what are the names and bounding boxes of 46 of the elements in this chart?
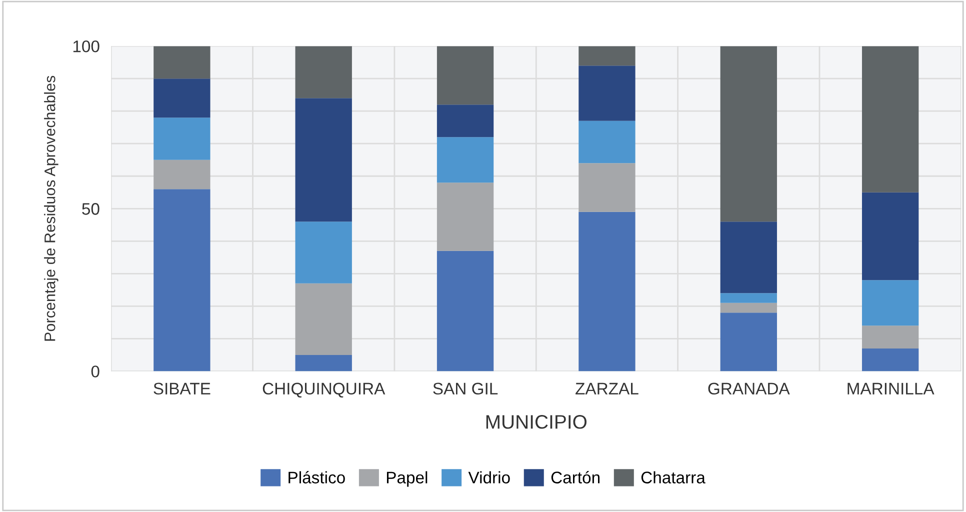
y-axis-title: Porcentaje de Residuos Aprovechables: [44, 76, 58, 341]
bar: [295, 98, 352, 222]
bar: [720, 46, 777, 222]
bar: [578, 212, 636, 372]
bar: [436, 137, 494, 183]
x-tick-label: CHIQUINQUIRA: [262, 382, 386, 398]
bar: [720, 222, 777, 294]
bar: [720, 312, 777, 372]
bar: [578, 120, 636, 164]
x-tick-label: ZARZAL: [576, 382, 638, 394]
y-tick-label: 100: [73, 40, 100, 52]
bar: [154, 160, 210, 190]
y-tick-label: 50: [82, 203, 100, 215]
legend-label: Papel: [386, 471, 428, 487]
bar: [862, 46, 919, 192]
bar: [720, 302, 777, 313]
bar: [295, 222, 352, 284]
x-axis-title: MUNICIPIO: [486, 415, 587, 429]
x-tick-label: SAN GIL: [433, 382, 498, 395]
bar: [578, 66, 636, 121]
bar: [154, 46, 210, 79]
bar: [295, 283, 352, 355]
bar: [436, 104, 494, 138]
bar: [295, 46, 352, 98]
x-tick-label: MARINILLA: [848, 382, 934, 394]
bar: [862, 280, 919, 326]
x-tick-label: SIBATE: [154, 382, 210, 395]
bar: [154, 78, 210, 118]
bar: [578, 46, 636, 66]
legend-label: Chatarra: [641, 471, 706, 484]
legend-label: Cartón: [551, 471, 600, 484]
legend-label: Plástico: [288, 471, 345, 484]
bar: [862, 326, 919, 348]
bar: [436, 46, 494, 105]
legend-label: Vidrio: [468, 471, 510, 484]
bar: [436, 250, 494, 372]
bar: [436, 182, 494, 251]
x-tick-label: GRANADA: [708, 382, 790, 395]
bar: [720, 293, 777, 303]
bar: [295, 354, 352, 372]
y-tick-label: 0: [91, 366, 100, 378]
bar: [862, 348, 919, 372]
bar: [578, 163, 636, 212]
bar: [154, 118, 210, 160]
bar: [862, 192, 919, 280]
bar: [154, 189, 210, 372]
